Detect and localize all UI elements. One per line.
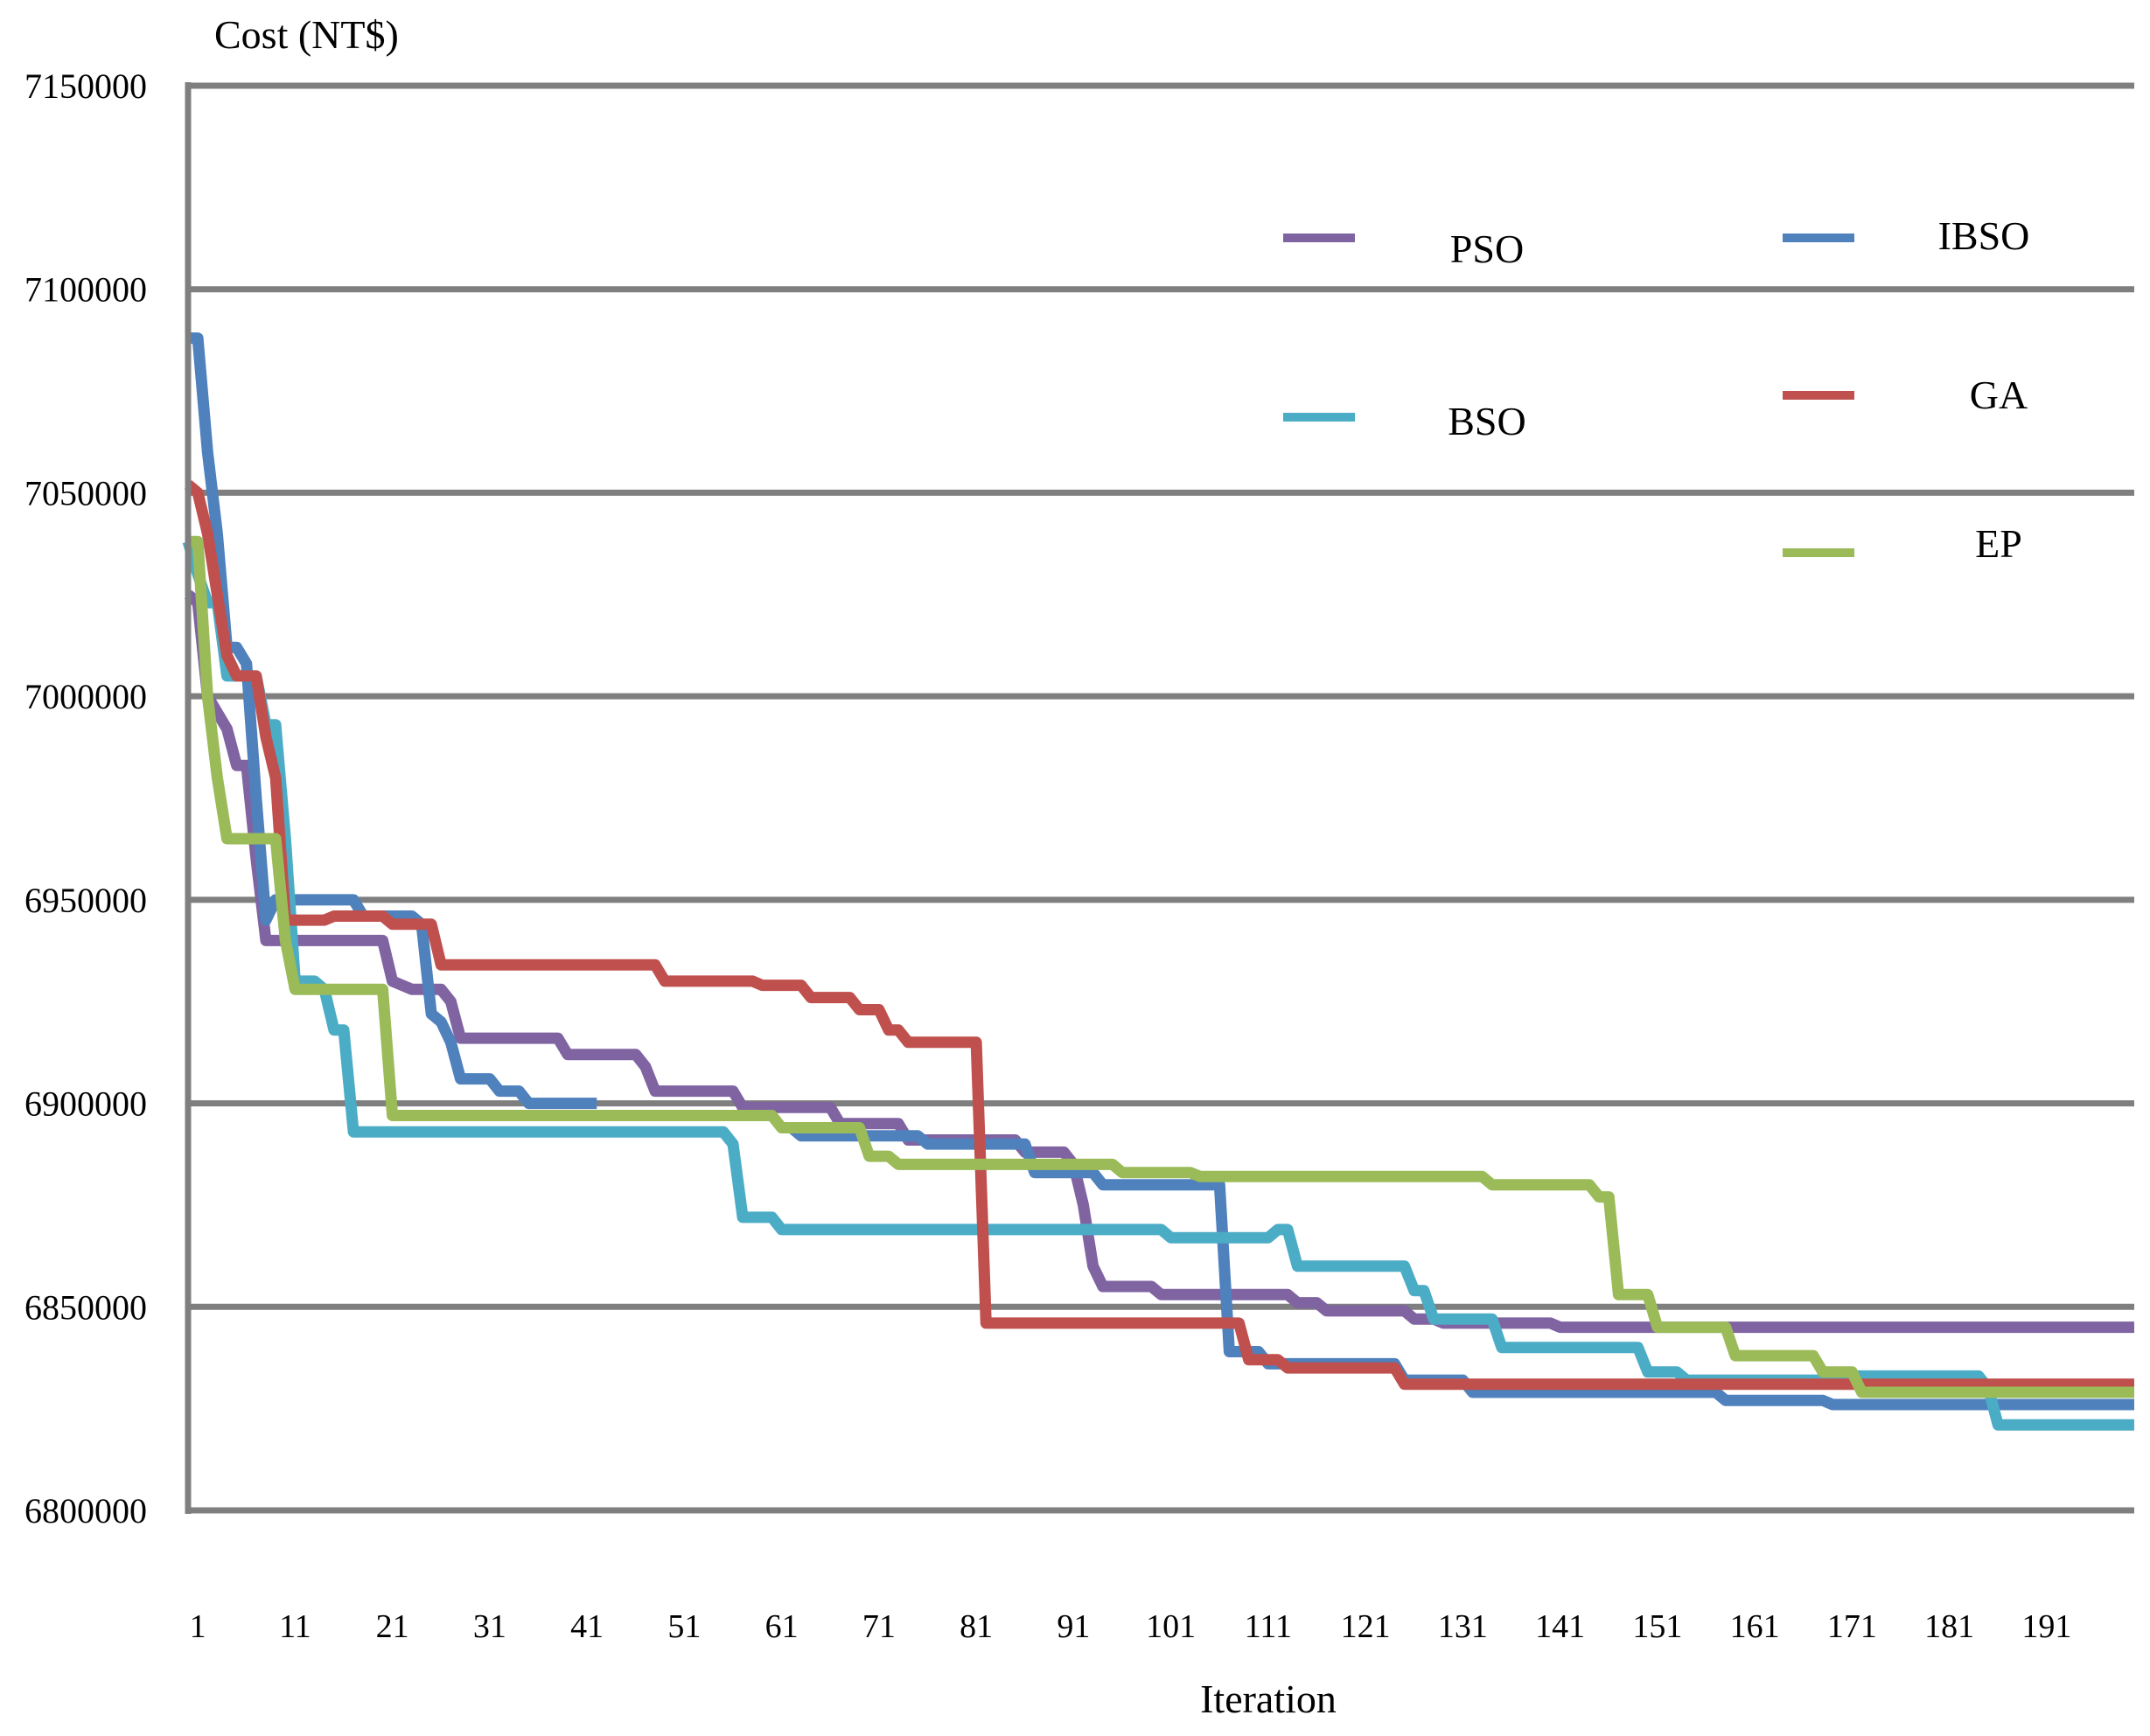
series-line-ep: [188, 535, 2134, 1398]
series-line-ga: [184, 480, 2134, 1391]
x-tick-label: 1: [190, 1608, 206, 1645]
y-tick-label: 6800000: [24, 1491, 147, 1530]
x-tick-label: 11: [279, 1608, 311, 1645]
y-axis-title: Cost (NT$): [214, 12, 399, 57]
legend-label-pso: PSO: [1450, 227, 1524, 271]
series-line-ibso: [188, 332, 597, 1110]
x-tick-label: 41: [570, 1608, 604, 1645]
x-tick-label: 51: [667, 1608, 701, 1645]
y-tick-label: 7000000: [24, 677, 147, 716]
x-tick-label: 181: [1924, 1608, 1974, 1645]
x-tick-label: 91: [1057, 1608, 1090, 1645]
x-tick-label: 171: [1827, 1608, 1877, 1645]
legend-label-ga: GA: [1970, 373, 2028, 417]
x-tick-label: 31: [473, 1608, 506, 1645]
x-tick-label: 191: [2021, 1608, 2071, 1645]
legend-label-bso: BSO: [1448, 399, 1525, 443]
y-tick-label: 6850000: [24, 1287, 147, 1327]
x-tick-label: 81: [960, 1608, 993, 1645]
y-tick-label: 7150000: [24, 66, 147, 106]
series-line-ibso: [787, 1123, 2134, 1411]
y-tick-label: 6950000: [24, 881, 147, 920]
legend: PSO IBSO BSO GA EP: [1283, 213, 2029, 566]
x-tick-label: 71: [862, 1608, 896, 1645]
legend-label-ibso: IBSO: [1938, 213, 2030, 258]
axes: 6800000 6850000 6900000 6950000 7000000 70500…: [24, 66, 2134, 1645]
x-tick-label: 131: [1438, 1608, 1488, 1645]
legend-label-ep: EP: [1975, 521, 2022, 566]
x-tick-label: 121: [1341, 1608, 1391, 1645]
series-line-bso: [182, 540, 2134, 1431]
x-axis-title: Iteration: [1200, 1677, 1337, 1721]
y-tick-label: 7100000: [24, 270, 147, 310]
x-tick-label: 21: [376, 1608, 409, 1645]
x-tick-label: 151: [1632, 1608, 1682, 1645]
x-tick-label: 111: [1245, 1608, 1292, 1645]
x-tick-label: 61: [765, 1608, 799, 1645]
x-tick-label: 141: [1535, 1608, 1585, 1645]
series-lines: [182, 332, 2134, 1431]
x-tick-label: 161: [1730, 1608, 1780, 1645]
gridlines: [188, 82, 2134, 1310]
y-tick-label: 6900000: [24, 1084, 147, 1124]
y-tick-label: 7050000: [24, 473, 147, 512]
x-tick-label: 101: [1146, 1608, 1196, 1645]
